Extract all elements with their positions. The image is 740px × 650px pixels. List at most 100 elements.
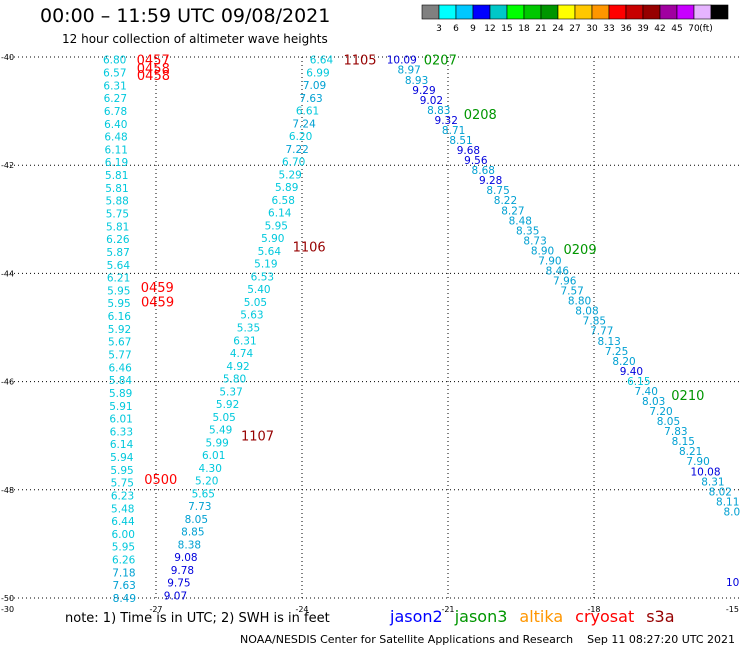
axis-ticks: -40 -42 -44 -46 -48 -50 -30 -27 -24 -21 -18 -15 (1, 53, 739, 614)
colorbar-swatch (506, 4, 525, 20)
swh-value: 5.92 (216, 399, 239, 411)
swh-value: 6.70 (282, 157, 305, 169)
y-tick-label: -44 (1, 269, 14, 278)
swh-value: 5.67 (108, 337, 131, 349)
swh-value: 8.11 (716, 496, 739, 508)
swh-value: 7.63 (299, 93, 322, 105)
swh-value: 6.53 (251, 271, 274, 283)
satellite-name: s3a (646, 607, 675, 626)
swh-value: 8.80 (568, 296, 591, 308)
swh-value: 5.90 (261, 233, 284, 245)
swh-value: 4.92 (226, 361, 249, 373)
colorbar-swatch (557, 4, 576, 20)
swh-value: 6.19 (105, 157, 128, 169)
swh-value: 5.95 (107, 285, 130, 297)
swh-value: 6.14 (268, 208, 292, 220)
footnote: note: 1) Time is in UTC; 2) SWH is in fe… (65, 611, 330, 626)
swh-value: 8.22 (494, 195, 517, 207)
swh-value: 7.63 (112, 580, 135, 592)
swh-value: 5.40 (247, 284, 270, 296)
pass-time-label: 0457 (137, 54, 170, 69)
swh-value: 6.80 (103, 55, 126, 67)
swh-value: 5.75 (111, 478, 134, 490)
satellite-name: jason2 (390, 607, 443, 626)
swh-value: 6.31 (103, 80, 126, 92)
pass-time-label: 0500 (144, 473, 177, 488)
swh-value: 9.75 (167, 578, 190, 590)
data-marks: 6.806.576.316.276.786.406.486.116.195.81… (103, 54, 740, 605)
swh-value: 9.56 (464, 155, 488, 167)
x-tick-label: -27 (149, 605, 162, 614)
credit-line: NOAA/NESDIS Center for Satellite Applica… (240, 633, 736, 646)
swh-value: 7.85 (583, 316, 606, 328)
swh-value: 8.35 (516, 225, 539, 237)
swh-value: 7.83 (664, 426, 687, 438)
colorbar-label: 15 (501, 24, 512, 34)
swh-value: 6.14 (110, 439, 134, 451)
swh-value: 5.95 (107, 298, 130, 310)
swh-value: 8.27 (501, 205, 524, 217)
swh-value: 5.29 (278, 169, 301, 181)
swh-value: 8.13 (597, 336, 620, 348)
satellite-name: jason3 (454, 607, 508, 626)
swh-value: 8.68 (472, 165, 495, 177)
plot-grid (10, 56, 740, 600)
swh-value: 8.51 (449, 135, 472, 147)
swh-value: 5.48 (111, 503, 134, 515)
x-tick-label: -18 (587, 605, 600, 614)
pass-time-label: 0458 (137, 69, 170, 84)
colorbar-swatch (438, 4, 457, 20)
x-tick-label: -30 (1, 605, 14, 614)
colorbar-label: 6 (453, 24, 459, 34)
colorbar-swatch (608, 4, 627, 20)
swh-value: 5.64 (258, 246, 282, 258)
colorbar-swatch (421, 4, 440, 20)
swh-value: 8.05 (657, 416, 680, 428)
swh-value: 6.64 (310, 55, 334, 67)
swh-value: 9.32 (435, 115, 458, 127)
swh-value: 5.95 (110, 465, 133, 477)
swh-value: 7.25 (605, 346, 628, 358)
swh-value: 8.21 (679, 446, 702, 458)
swh-value: 6.40 (104, 119, 127, 131)
pass-time-label: 0208 (464, 108, 497, 123)
colorbar-swatch (659, 4, 678, 20)
swh-value: 9.68 (457, 145, 480, 157)
colorbar-swatch (472, 4, 491, 20)
swh-value: 8.83 (427, 105, 450, 117)
swh-value: 9.07 (164, 590, 187, 602)
pass-time-label: 1105 (343, 54, 376, 69)
swh-value: 7.22 (285, 144, 308, 156)
swh-value: 7.90 (686, 456, 709, 468)
y-tick-label: -42 (1, 161, 14, 170)
swh-value: 9.08 (174, 552, 197, 564)
colorbar-swatch (489, 4, 508, 20)
swh-value: 10.08 (690, 466, 720, 478)
swh-value: 5.75 (106, 209, 129, 221)
swh-value: 5.88 (105, 196, 128, 208)
colorbar-swatch (642, 4, 661, 20)
swh-value: 6.33 (110, 426, 133, 438)
chart-subtitle: 12 hour collection of altimeter wave hei… (62, 32, 328, 46)
swh-value: 6.27 (104, 93, 127, 105)
pass-time-label: 0459 (141, 296, 174, 311)
y-tick-label: -40 (1, 53, 14, 62)
swh-value: 5.99 (205, 437, 228, 449)
swh-value: 5.89 (109, 388, 132, 400)
colorbar-label: 70 (688, 24, 700, 34)
swh-value: 5.92 (108, 324, 131, 336)
swh-value: 5.05 (212, 412, 235, 424)
swh-value: 5.84 (109, 375, 133, 387)
x-tick-label: -21 (441, 605, 454, 614)
swh-value: 6.01 (109, 414, 132, 426)
y-tick-label: -50 (1, 594, 14, 603)
swh-value: 5.87 (106, 247, 129, 259)
swh-value: 9.29 (412, 85, 435, 97)
colorbar-swatch (455, 4, 474, 20)
pass-time-label: 0209 (564, 243, 597, 258)
swh-value: 7.40 (635, 386, 658, 398)
colorbar-swatch (676, 4, 695, 20)
swh-value: 6.01 (202, 450, 225, 462)
colorbar-label: 21 (535, 24, 546, 34)
swh-value: 8.97 (397, 65, 420, 77)
